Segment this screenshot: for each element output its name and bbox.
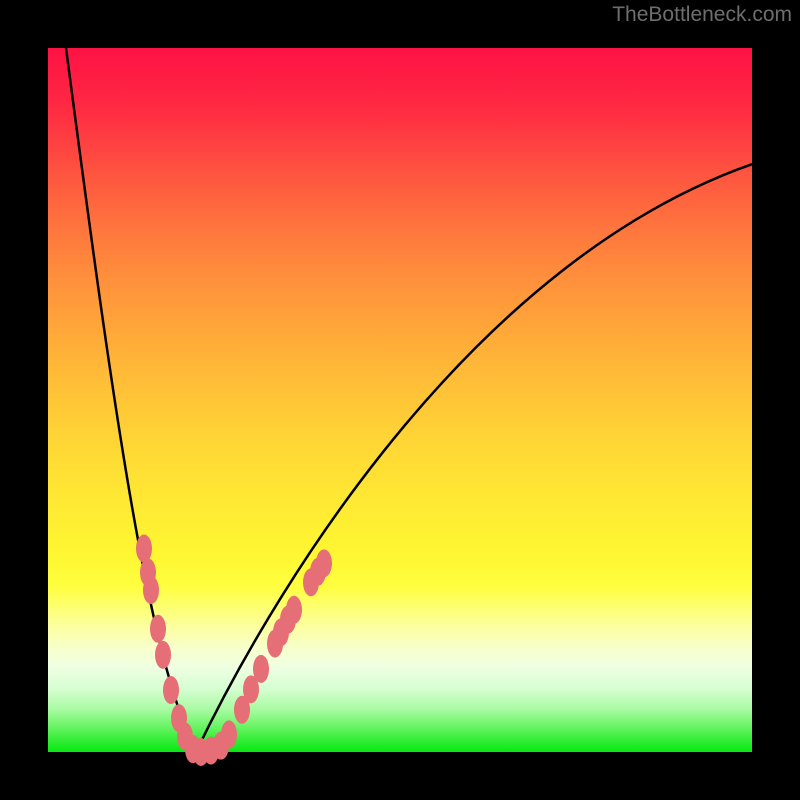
data-marker xyxy=(155,641,171,669)
chart-container: TheBottleneck.com xyxy=(0,0,800,800)
data-marker xyxy=(136,535,152,563)
data-marker xyxy=(150,615,166,643)
data-marker xyxy=(253,655,269,683)
data-marker xyxy=(316,549,332,577)
chart-svg xyxy=(0,0,800,800)
watermark-text: TheBottleneck.com xyxy=(612,3,792,27)
data-marker xyxy=(163,676,179,704)
data-marker xyxy=(221,720,237,748)
data-marker xyxy=(143,576,159,604)
data-marker xyxy=(286,596,302,624)
plot-background xyxy=(48,48,752,752)
